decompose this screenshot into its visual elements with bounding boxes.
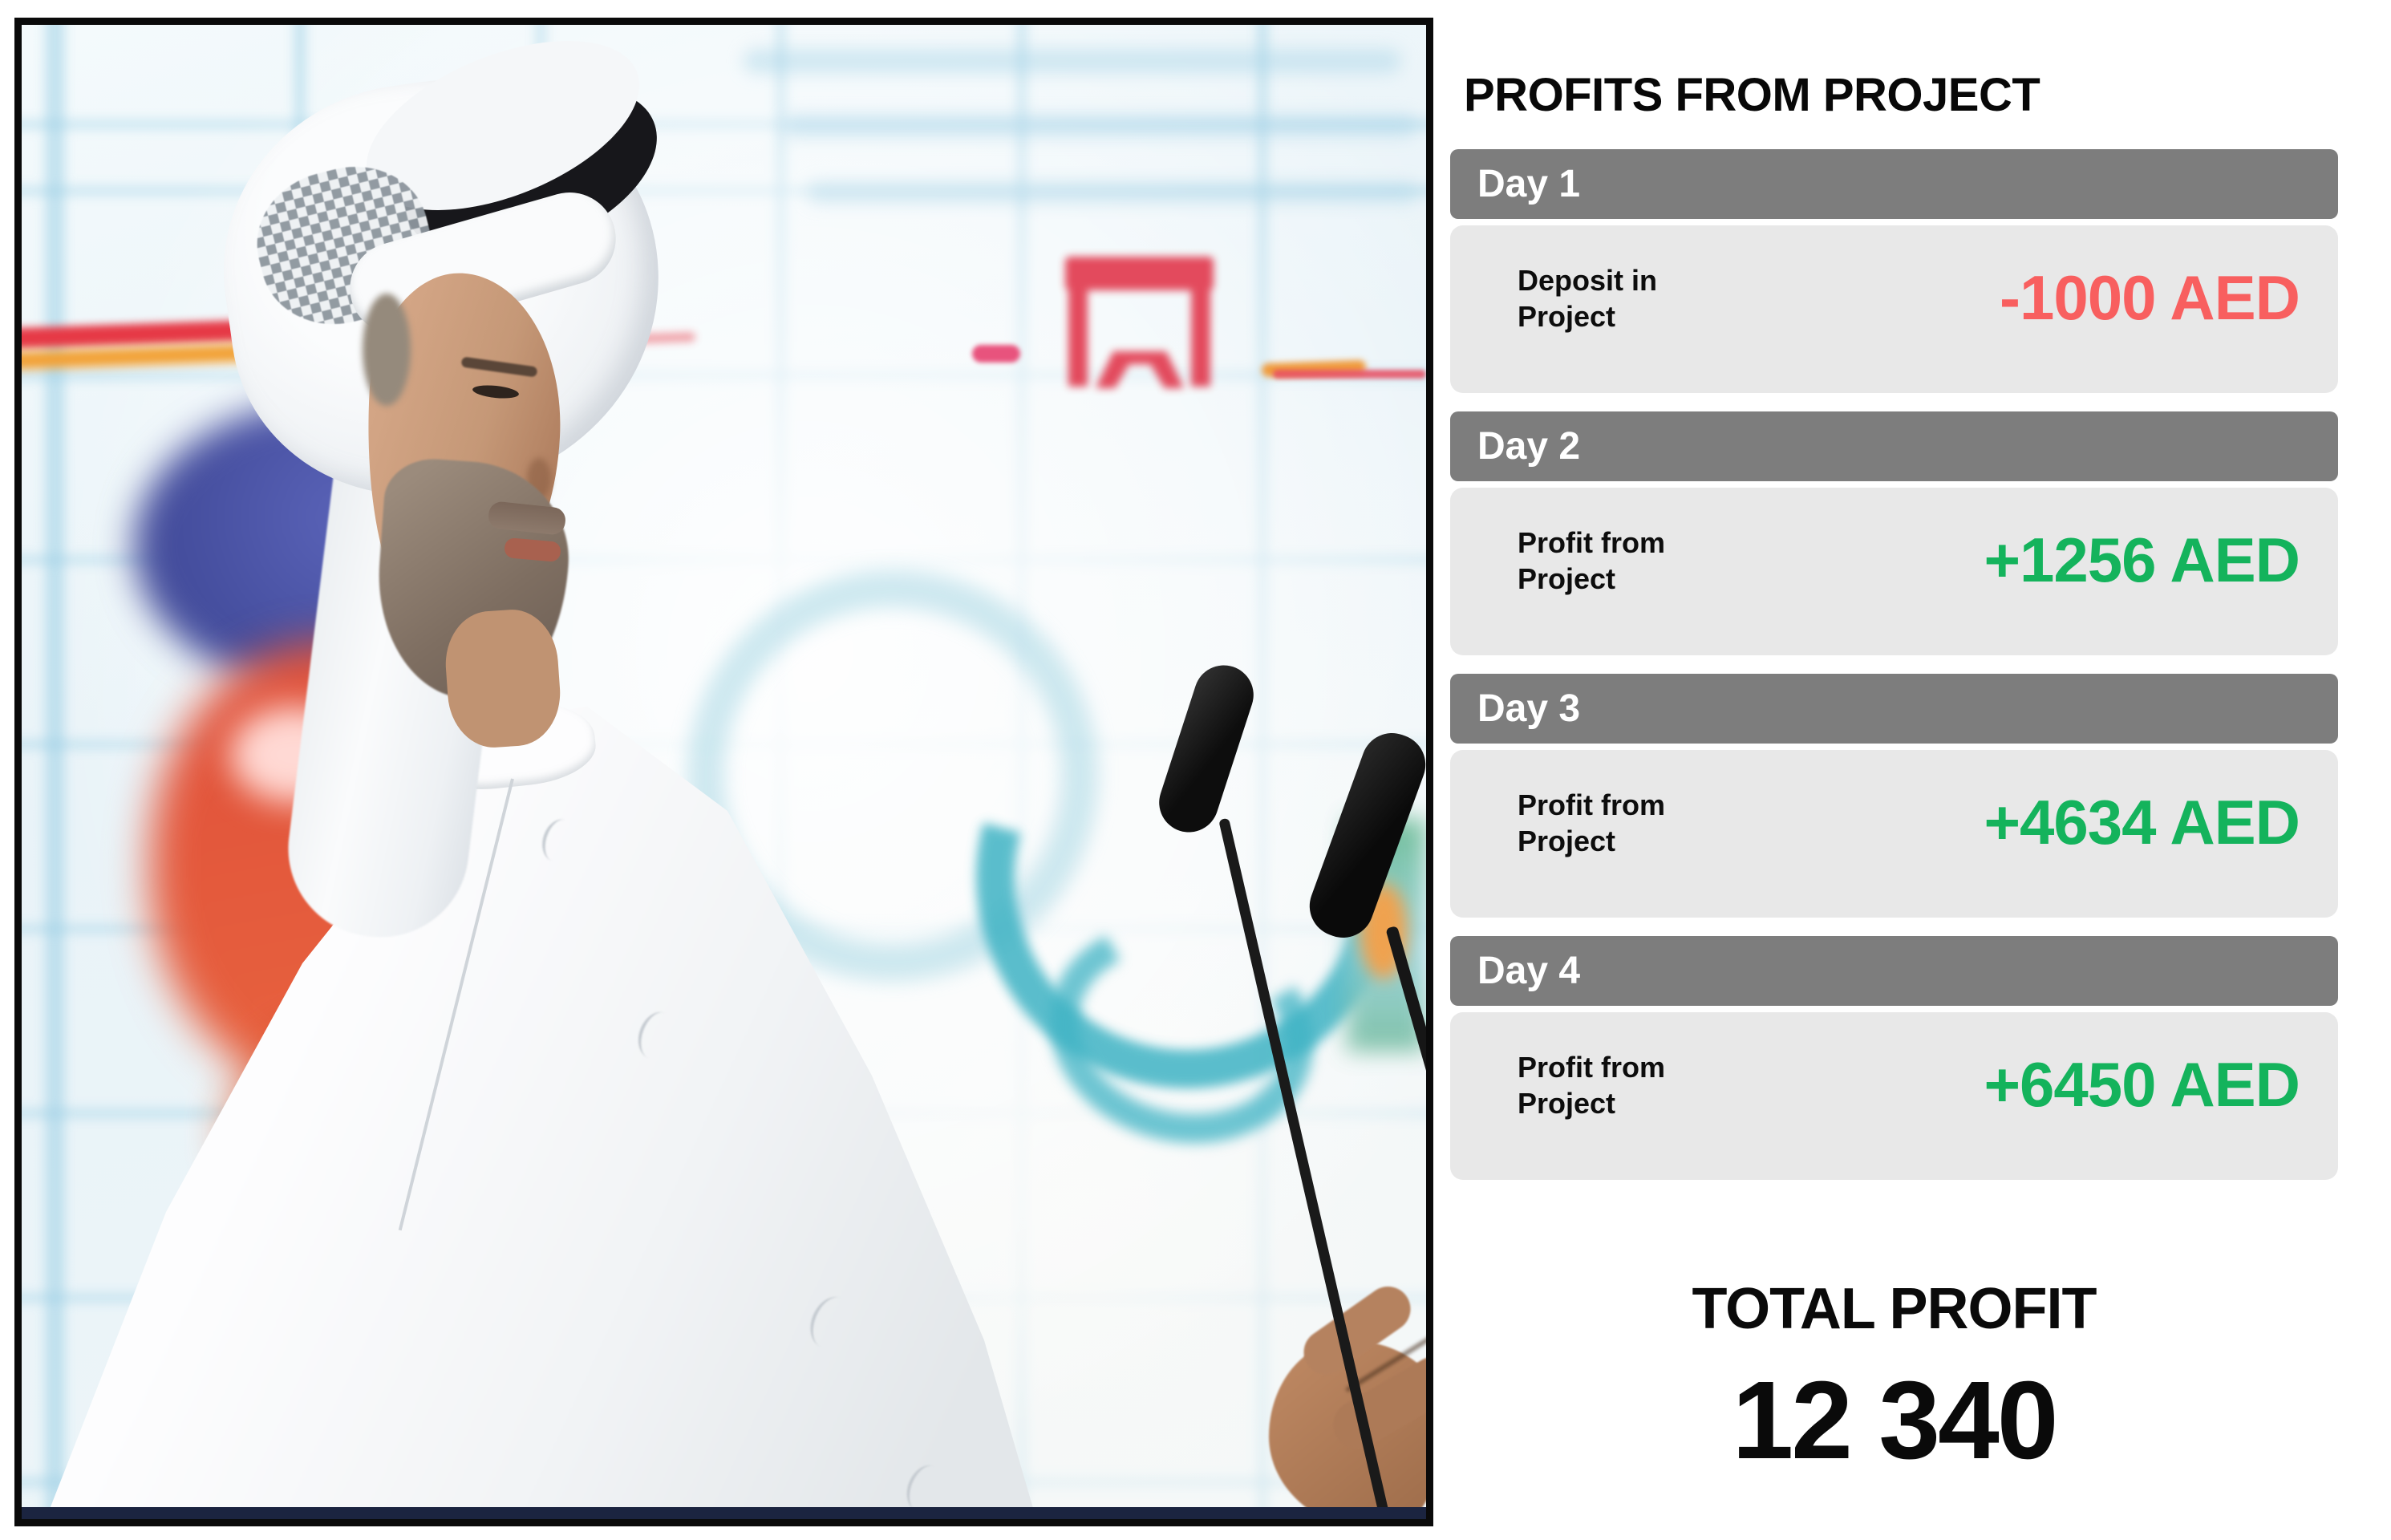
day-card: Day 1 Deposit in Project -1000 AED <box>1450 149 2338 393</box>
photo-blue-band <box>784 115 1417 137</box>
day-label: Day 3 <box>1477 687 1581 730</box>
total-profit-value: 12 340 <box>1732 1359 2058 1482</box>
day-card: Day 2 Profit from Project +1256 AED <box>1450 411 2338 655</box>
photo-blue-band <box>744 49 1401 73</box>
entry-label: Deposit in Project <box>1518 263 1658 333</box>
day-label: Day 2 <box>1477 425 1581 468</box>
day-card-header: Day 2 <box>1450 411 2338 481</box>
entry-label: Profit from Project <box>1518 1050 1665 1120</box>
day-card-body: Deposit in Project -1000 AED <box>1450 225 2338 393</box>
photo-blue-band <box>808 182 1417 203</box>
entry-label: Profit from Project <box>1518 788 1665 857</box>
entry-amount: -1000 AED <box>2000 262 2300 333</box>
panel-title: PROFITS FROM PROJECT <box>1464 69 2040 121</box>
day-card-header: Day 4 <box>1450 936 2338 1006</box>
photo-red-arch-logo <box>1065 257 1214 401</box>
entry-amount: +6450 AED <box>1984 1049 2300 1120</box>
day-card: Day 4 Profit from Project +6450 AED <box>1450 936 2338 1180</box>
photo-bottom-strip <box>22 1507 1426 1519</box>
speaker-hair <box>363 294 411 406</box>
day-card: Day 3 Profit from Project +4634 AED <box>1450 674 2338 918</box>
photo-pink-dash <box>972 345 1020 363</box>
day-card-header: Day 3 <box>1450 674 2338 744</box>
speaker-photo <box>14 18 1433 1526</box>
entry-amount: +1256 AED <box>1984 525 2300 595</box>
photo-red-dash <box>1273 370 1426 379</box>
day-card-body: Profit from Project +1256 AED <box>1450 488 2338 655</box>
total-profit-label: TOTAL PROFIT <box>1692 1277 2097 1341</box>
day-card-body: Profit from Project +4634 AED <box>1450 750 2338 918</box>
day-card-header: Day 1 <box>1450 149 2338 219</box>
entry-label: Profit from Project <box>1518 525 1665 595</box>
day-label: Day 4 <box>1477 950 1581 992</box>
day-label: Day 1 <box>1477 163 1581 205</box>
day-card-body: Profit from Project +6450 AED <box>1450 1012 2338 1180</box>
speaker-neck <box>442 606 564 751</box>
entry-amount: +4634 AED <box>1984 787 2300 857</box>
